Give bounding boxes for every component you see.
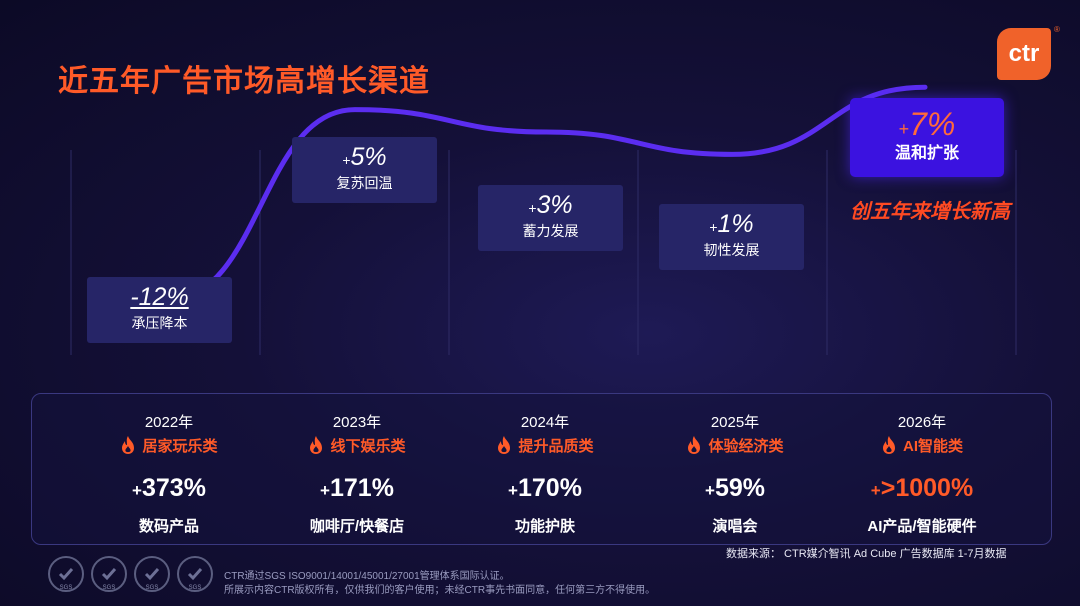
column-category: AI智能类 xyxy=(822,435,1022,456)
sgs-badge-label: SGS xyxy=(59,585,73,591)
data-label-value: +7% xyxy=(850,108,1004,145)
column-growth: +171% xyxy=(257,474,457,503)
fire-icon xyxy=(120,435,136,455)
column-product: 演唱会 xyxy=(712,518,758,535)
category-label: 提升品质类 xyxy=(518,438,594,455)
data-source: 数据来源： CTR媒介智讯 Ad Cube 广告数据库 1-7月数据 xyxy=(726,548,1007,560)
growth-sign: + xyxy=(320,481,330,500)
data-label-text: 温和扩张 xyxy=(894,145,959,162)
data-point-card: +7% 温和扩张 xyxy=(850,98,1004,177)
growth-number: 171% xyxy=(329,474,394,502)
data-point-card: +5% 复苏回温 xyxy=(292,137,437,203)
certification-badges: SGS SGS SGS SGS xyxy=(48,556,220,595)
data-label-value: +3% xyxy=(478,191,623,222)
data-label-sign: + xyxy=(528,200,537,216)
data-label-sign: + xyxy=(709,219,718,235)
growth-number: 59% xyxy=(714,474,765,502)
column-product: 功能护肤 xyxy=(514,518,575,535)
sgs-badge-label: SGS xyxy=(145,585,159,591)
growth-number: >1000% xyxy=(880,474,974,502)
data-label-sign: + xyxy=(898,119,910,139)
series-line xyxy=(164,84,928,303)
sgs-badge-icon: SGS xyxy=(177,556,213,592)
fire-icon xyxy=(881,435,897,455)
column-growth: +373% xyxy=(69,474,269,503)
peak-annotation: 创五年来增长新高 xyxy=(850,201,1010,223)
fire-icon xyxy=(686,435,702,455)
data-label-sign: + xyxy=(342,152,351,168)
data-label-number: -12% xyxy=(130,283,189,311)
data-label-value: +1% xyxy=(659,210,804,241)
column-category: 体验经济类 xyxy=(635,435,835,456)
fire-icon xyxy=(308,435,324,455)
data-label-text: 蓄力发展 xyxy=(522,223,579,239)
data-label-value: -12% xyxy=(87,283,232,314)
sgs-badge-label: SGS xyxy=(188,585,202,591)
data-point-card: -12% 承压降本 xyxy=(87,277,232,343)
column-year: 2026年 xyxy=(897,414,947,431)
column-category: 线下娱乐类 xyxy=(257,435,457,456)
growth-number: 373% xyxy=(141,474,206,502)
data-label-text: 韧性发展 xyxy=(703,242,760,258)
footer-certification: CTR通过SGS ISO9001/14001/45001/27001管理体系国际… xyxy=(224,571,510,582)
data-label-value: +5% xyxy=(292,143,437,174)
growth-sign: + xyxy=(705,481,715,500)
data-label-number: 3% xyxy=(536,191,573,219)
category-label: 线下娱乐类 xyxy=(330,438,406,455)
column-product: 咖啡厅/快餐店 xyxy=(309,518,405,535)
sgs-badge-icon: SGS xyxy=(48,556,84,592)
sgs-badge-label: SGS xyxy=(102,585,116,591)
data-label-number: 1% xyxy=(717,210,754,238)
growth-line-chart xyxy=(70,84,1017,355)
data-point-card: +1% 韧性发展 xyxy=(659,204,804,270)
data-label-number: 5% xyxy=(350,143,387,171)
column-growth: +59% xyxy=(635,474,835,503)
sgs-badge-icon: SGS xyxy=(91,556,127,592)
growth-sign: + xyxy=(132,481,142,500)
data-label-text: 复苏回温 xyxy=(336,175,393,191)
column-growth: +>1000% xyxy=(822,474,1022,503)
growth-sign: + xyxy=(870,481,881,500)
data-label-text: 承压降本 xyxy=(131,315,188,331)
category-label: 居家玩乐类 xyxy=(142,438,218,455)
column-year: 2025年 xyxy=(710,414,760,431)
footer-copyright: 所展示内容CTR版权所有，仅供我们的客户使用；未经CTR事先书面同意，任何第三方… xyxy=(224,585,656,596)
sgs-badge-icon: SGS xyxy=(134,556,170,592)
category-label: AI智能类 xyxy=(902,438,963,455)
column-year: 2023年 xyxy=(332,414,382,431)
channel-panel: 2022年居家玩乐类 +373% 数码产品 2023年线下娱乐类 +171% 咖啡厅/快餐… xyxy=(31,393,1052,545)
column-product: 数码产品 xyxy=(138,518,199,535)
registered-mark: ® xyxy=(1054,25,1060,34)
column-product: AI产品/智能硬件 xyxy=(867,518,977,535)
fire-icon xyxy=(496,435,512,455)
growth-number: 170% xyxy=(517,474,582,502)
data-point-card: +3% 蓄力发展 xyxy=(478,185,623,251)
growth-sign: + xyxy=(508,481,518,500)
column-category: 提升品质类 xyxy=(445,435,645,456)
ctr-logo: ctr xyxy=(997,28,1051,80)
column-category: 居家玩乐类 xyxy=(69,435,269,456)
column-growth: +170% xyxy=(445,474,645,503)
column-year: 2024年 xyxy=(520,414,570,431)
category-label: 体验经济类 xyxy=(708,438,784,455)
column-year: 2022年 xyxy=(144,414,194,431)
data-label-number: 7% xyxy=(909,106,956,142)
page-title: 近五年广告市场高增长渠道 xyxy=(58,65,430,98)
